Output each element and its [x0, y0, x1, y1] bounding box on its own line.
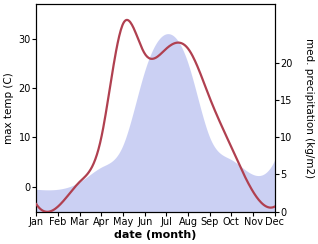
Y-axis label: med. precipitation (kg/m2): med. precipitation (kg/m2): [304, 38, 314, 178]
X-axis label: date (month): date (month): [114, 230, 197, 240]
Y-axis label: max temp (C): max temp (C): [4, 72, 14, 144]
